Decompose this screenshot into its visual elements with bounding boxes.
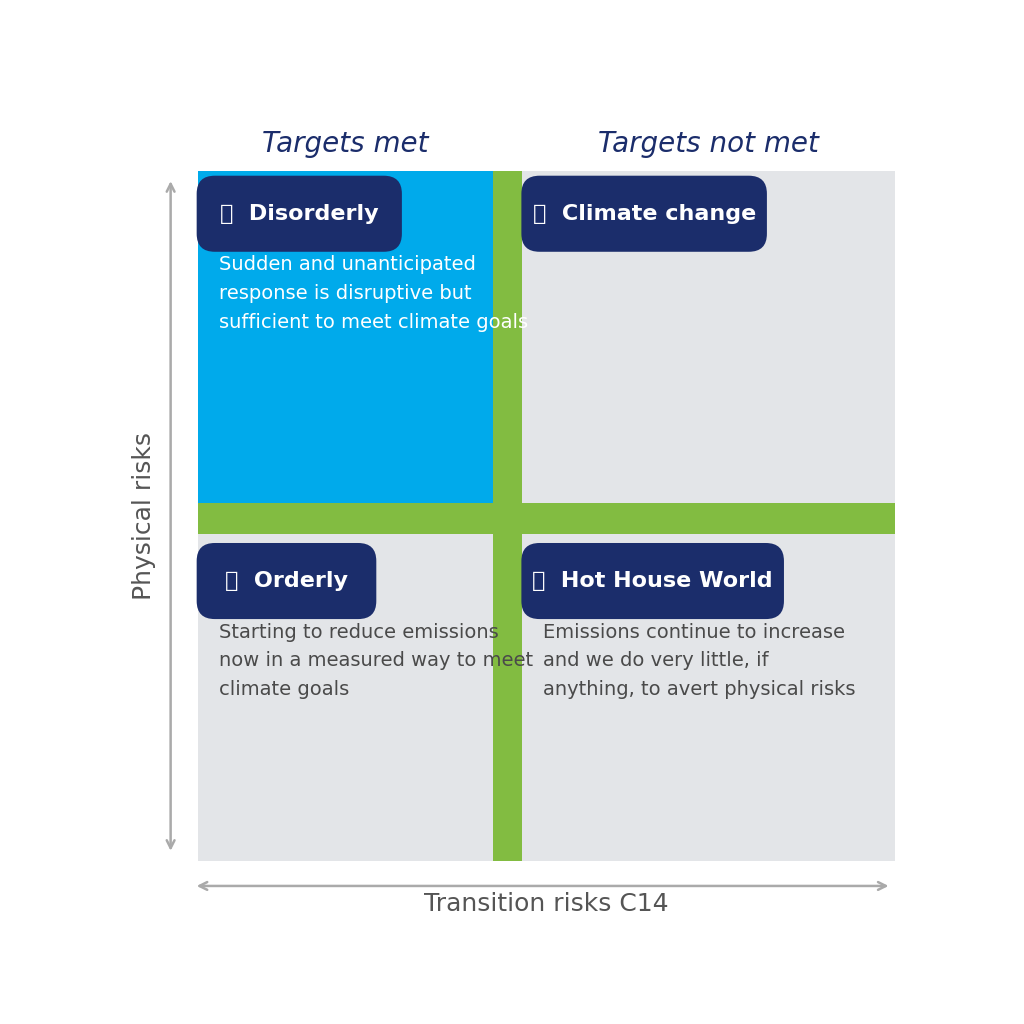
- Bar: [493, 171, 522, 861]
- Bar: [522, 535, 895, 861]
- Bar: [198, 535, 493, 861]
- Bar: [198, 503, 895, 535]
- FancyBboxPatch shape: [197, 176, 401, 252]
- FancyBboxPatch shape: [197, 543, 376, 620]
- FancyBboxPatch shape: [521, 543, 784, 620]
- Text: Targets not met: Targets not met: [598, 130, 819, 158]
- Text: ⏱  Disorderly: ⏱ Disorderly: [220, 204, 379, 223]
- Text: 🏭  Hot House World: 🏭 Hot House World: [532, 571, 773, 591]
- Bar: [522, 171, 895, 503]
- FancyBboxPatch shape: [521, 176, 767, 252]
- Text: 📊  Orderly: 📊 Orderly: [225, 571, 348, 591]
- Text: Physical risks: Physical risks: [131, 432, 156, 600]
- Text: 🌡️  Climate change: 🌡️ Climate change: [532, 204, 756, 223]
- Text: Starting to reduce emissions
now in a measured way to meet
climate goals: Starting to reduce emissions now in a me…: [219, 623, 532, 699]
- Bar: [198, 171, 493, 503]
- Text: Transition risks C14: Transition risks C14: [424, 892, 669, 915]
- Text: Emissions continue to increase
and we do very little, if
anything, to avert phys: Emissions continue to increase and we do…: [544, 623, 856, 699]
- Text: Targets met: Targets met: [262, 130, 429, 158]
- Text: Sudden and unanticipated
response is disruptive but
sufficient to meet climate g: Sudden and unanticipated response is dis…: [219, 255, 527, 332]
